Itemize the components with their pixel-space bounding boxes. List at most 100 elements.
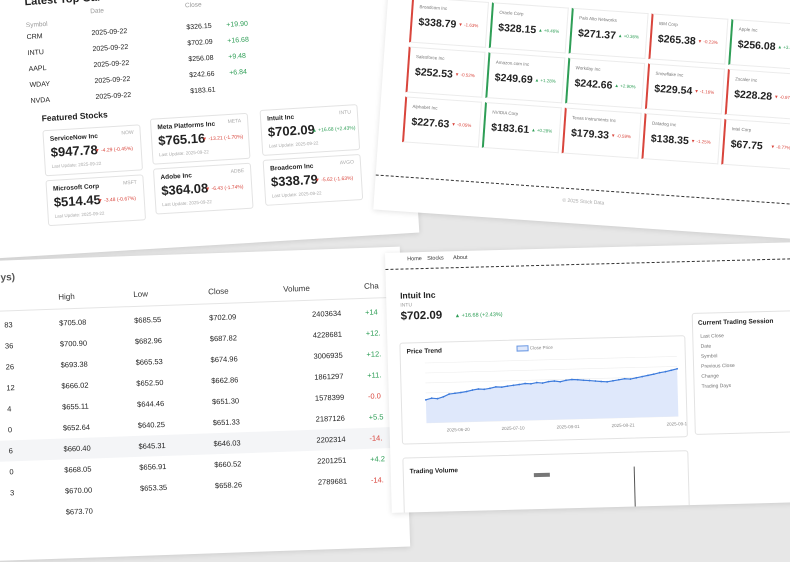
change-cell: +19.90	[226, 20, 249, 29]
tile-change: ▼ -0.77%	[770, 143, 790, 151]
stock-tile[interactable]: Texas Instruments Inc $179.33 ▼ -0.59%	[561, 107, 642, 159]
stock-tile[interactable]: Oracle Corp $328.15 ▲ +6.46%	[488, 2, 569, 54]
date-cell: 2025-09-22	[92, 43, 129, 54]
copyright: © 2025 Stock Data	[562, 197, 605, 207]
price-point	[652, 373, 655, 376]
col-date: Date	[90, 7, 105, 16]
nav-home[interactable]: Home	[407, 256, 422, 263]
stock-tile[interactable]: Datadog Inc $138.35 ▼ -1.25%	[641, 113, 722, 165]
c0-cell: 0	[9, 467, 14, 477]
card-updated: Last Update: 2025-09-22	[271, 190, 322, 199]
card-change: ▼ -3.48 (-0.67%)	[97, 195, 137, 205]
nav-stocks[interactable]: Stocks	[427, 255, 444, 262]
featured-card[interactable]: Microsoft Corp MSFT $514.45 ▼ -3.48 (-0.67%…	[45, 174, 147, 227]
volume-title: Trading Volume	[409, 467, 459, 476]
card-updated: Last Update: 2025-09-22	[54, 210, 105, 219]
stocks-grid-panel: Broadcom Inc $338.79 ▼ -1.63% Oracle Corp $3…	[373, 0, 790, 239]
col-high: High	[58, 292, 75, 302]
stock-tile[interactable]: NVIDIA Corp $183.61 ▲ +0.28%	[481, 101, 562, 154]
low-cell: $640.25	[137, 419, 166, 430]
change-cell: -14.	[369, 433, 383, 443]
tile-change: ▲ +0.28%	[531, 127, 553, 134]
nav-about[interactable]: About	[453, 254, 468, 262]
symbol-cell: WDAY	[29, 80, 51, 90]
price-point	[448, 393, 451, 395]
tile-change: ▼ -0.59%	[610, 132, 632, 140]
tile-change: ▼ -0.23%	[697, 38, 718, 46]
price-point	[594, 380, 597, 382]
tile-name: Zscaler Inc	[735, 76, 758, 83]
card-change: ▼ -13.21 (-1.70%)	[202, 134, 244, 143]
card-change: ▲ +16.68 (+2.43%)	[311, 125, 356, 134]
change-cell: -0.0	[367, 391, 382, 401]
card-name: Meta Platforms Inc	[157, 120, 216, 132]
stock-tile[interactable]: IBM Corp $265.38 ▼ -0.23%	[648, 13, 729, 65]
stock-tile[interactable]: Workday Inc $242.66 ▲ +2.90%	[565, 57, 646, 109]
volume-legend-swatch	[533, 472, 550, 478]
price-point	[500, 386, 503, 389]
col-close: Close	[184, 1, 202, 10]
featured-card[interactable]: Broadcom Inc AVGO $338.79 ▼ -5.62 (-1.63%) L…	[262, 153, 364, 206]
stock-tile[interactable]: Broadcom Inc $338.79 ▼ -1.63%	[408, 0, 490, 48]
close-cell: $242.66	[189, 70, 215, 80]
card-ticker: AVGO	[339, 159, 355, 167]
change-cell: +4.2	[369, 454, 386, 464]
price-point	[506, 385, 509, 388]
date-cell: 2025-09-22	[95, 91, 132, 102]
volume-cell: 2201251	[317, 455, 347, 466]
tile-price: $271.37	[577, 27, 617, 42]
card-change: ▼ -5.62 (-1.63%)	[314, 175, 354, 184]
tile-name: Oracle Corp	[499, 9, 524, 17]
close-cell: $662.86	[211, 375, 239, 386]
session-label: Symbol	[700, 353, 718, 360]
tile-name: Alphabet Inc	[412, 103, 438, 111]
price-point	[483, 388, 486, 391]
session-title: Current Trading Session	[697, 317, 774, 327]
stock-tile[interactable]: Snowflake Inc $229.54 ▼ -1.16%	[644, 63, 725, 115]
price-point	[559, 380, 562, 383]
stock-tile[interactable]: Apple Inc $256.08 ▲ +3.84%	[728, 18, 790, 71]
tile-change: ▼ -1.16%	[694, 88, 715, 95]
stock-tile[interactable]: Amazon.com Inc $249.69 ▲ +1.28%	[485, 52, 566, 104]
featured-card[interactable]: Intuit Inc INTU $702.09 ▲ +16.68 (+2.43%) La…	[259, 104, 361, 156]
tile-change: ▼ -0.97%	[773, 94, 790, 101]
change-cell: +14	[364, 307, 378, 317]
price-point	[547, 380, 550, 383]
stock-detail-panel: Home Stocks About Intuit Inc INTU $702.0…	[385, 242, 790, 513]
price-point	[553, 380, 556, 382]
volume-cell: 4228681	[312, 329, 343, 340]
price-point	[670, 369, 673, 372]
stock-tile[interactable]: Palo Alto Networks $271.37 ▲ +0.36%	[568, 7, 649, 60]
tile-name: IBM Corp	[658, 20, 679, 28]
stock-tile[interactable]: Intel Corp $67.75 ▼ -0.77%	[721, 118, 790, 170]
low-cell: $665.53	[135, 356, 163, 367]
low-cell: $685.55	[133, 315, 162, 325]
card-ticker: NOW	[121, 129, 134, 137]
featured-card[interactable]: ServiceNow Inc NOW $947.78 ▼ -4.29 (-0.45%)…	[42, 124, 144, 177]
tile-name: Palo Alto Networks	[578, 15, 617, 23]
card-name: Microsoft Corp	[52, 182, 100, 193]
session-label: Change	[701, 373, 719, 380]
price-point	[600, 380, 603, 383]
price-point	[576, 378, 579, 381]
history-panel: ys) High Low Close Volume Cha 83 $705.08 $…	[0, 246, 411, 562]
col-symbol: Symbol	[25, 20, 48, 30]
tile-name: Intel Corp	[731, 126, 752, 133]
tile-price: $227.63	[411, 115, 450, 131]
price-point	[459, 391, 462, 394]
featured-card[interactable]: Meta Platforms Inc META $765.16 ▼ -13.21 (-…	[149, 112, 251, 165]
tile-change: ▼ -1.25%	[690, 138, 711, 145]
stock-tile[interactable]: Zscaler Inc $228.28 ▼ -0.97%	[724, 68, 790, 121]
close-cell: $660.52	[214, 459, 242, 470]
price-point	[641, 375, 644, 378]
card-price: $514.45	[53, 191, 102, 210]
card-ticker: META	[227, 118, 242, 126]
high-cell: $652.64	[62, 422, 91, 433]
stock-tile[interactable]: Alphabet Inc $227.63 ▼ -0.05%	[402, 96, 483, 148]
tile-name: Apple Inc	[738, 26, 758, 33]
card-updated: Last Update: 2025-09-22	[161, 199, 213, 208]
stock-tile[interactable]: Salesforce Inc $252.53 ▼ -0.52%	[405, 46, 486, 98]
tile-price: $265.38	[657, 32, 697, 48]
c0-cell: 83	[4, 320, 13, 330]
featured-card[interactable]: Adobe Inc ADBE $364.08 ▼ -6.43 (-1.74%) Last…	[152, 162, 254, 215]
